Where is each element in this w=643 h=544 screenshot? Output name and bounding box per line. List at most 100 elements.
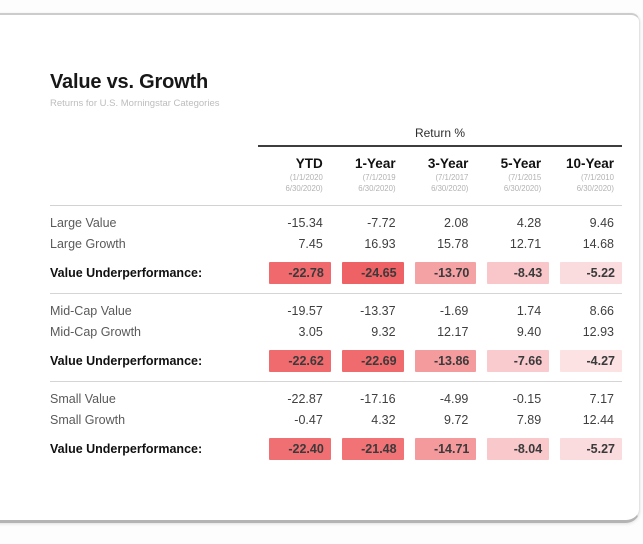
spacer-cell [50, 156, 258, 195]
value-cell: -1.69 [439, 303, 469, 318]
table-row: Mid-Cap Growth 3.05 9.32 12.17 9.40 12.93 [50, 322, 622, 343]
value-cell: -7.66 [476, 349, 550, 372]
table-row: Mid-Cap Value -19.57 -13.37 -1.69 1.74 8.66 [50, 301, 622, 322]
column-period: (1/1/2020 6/30/2020) [258, 173, 323, 195]
column-header-row: YTD (1/1/2020 6/30/2020) 1-Year (7/1/2019 6/3… [50, 147, 622, 195]
table-row: Large Growth 7.45 16.93 15.78 12.71 14.68 [50, 234, 622, 255]
row-label: Large Growth [50, 236, 126, 251]
table-header: Return % YTD (1/1/2020 6/30/2020) 1-Year (7/… [50, 126, 622, 206]
table-row: Large Value -15.34 -7.72 2.08 4.28 9.46 [50, 213, 622, 234]
value-cell: 9.72 [444, 412, 469, 427]
value-cell: -15.34 [287, 215, 323, 230]
value-cell: 12.17 [437, 324, 469, 339]
returns-table: Return % YTD (1/1/2020 6/30/2020) 1-Year (7/… [50, 126, 622, 460]
spacer-cell [50, 126, 258, 147]
value-cell: -22.40 [258, 437, 331, 460]
column-label: 5-Year [500, 156, 542, 171]
value-cell: -8.43 [476, 261, 550, 284]
value-cell: 7.45 [298, 236, 323, 251]
value-cell: -4.99 [439, 391, 469, 406]
column-label: 3-Year [427, 156, 469, 171]
table-body: Large Value -15.34 -7.72 2.08 4.28 9.46 Large … [50, 213, 622, 460]
value-cell: 9.40 [516, 324, 542, 339]
group-separator [50, 292, 622, 294]
column-period: (7/1/2017 6/30/2020) [404, 173, 469, 195]
value-cell: -14.71 [404, 437, 477, 460]
value-cell: -8.04 [476, 437, 550, 460]
value-cell: -22.87 [287, 391, 323, 406]
summary-highlight: -5.27 [560, 437, 622, 460]
value-cell: -21.48 [331, 437, 404, 460]
row-label: Value Underperformance: [50, 441, 203, 456]
value-cell: 4.28 [516, 215, 542, 230]
summary-highlight: -5.22 [560, 261, 622, 284]
value-cell: 1.74 [516, 303, 542, 318]
summary-highlight: -22.40 [269, 437, 331, 460]
summary-highlight: -8.43 [487, 261, 550, 284]
summary-highlight: -8.04 [487, 437, 550, 460]
summary-highlight: -4.27 [560, 349, 622, 372]
value-cell: 9.46 [589, 215, 614, 230]
column-header-10-year: 10-Year (7/1/2010 6/30/2020) [549, 156, 622, 195]
value-cell: 12.44 [582, 412, 614, 427]
value-cell: -7.72 [367, 215, 396, 230]
value-cell: 3.05 [298, 324, 323, 339]
period-line: (7/1/2017 [435, 173, 469, 182]
period-line: 6/30/2020) [285, 183, 323, 193]
value-cell: 8.66 [589, 303, 614, 318]
page-subtitle: Returns for U.S. Morningstar Categories [50, 98, 220, 109]
value-cell: -4.27 [549, 349, 622, 372]
value-cell: -0.15 [512, 391, 542, 406]
row-label: Small Value [50, 391, 116, 406]
period-line: (7/1/2015 [508, 173, 542, 182]
value-cell: -5.22 [549, 261, 622, 284]
value-cell: -22.62 [258, 349, 331, 372]
column-header-ytd: YTD (1/1/2020 6/30/2020) [258, 156, 331, 195]
period-line: (7/1/2019 [362, 173, 396, 182]
value-cell: 12.93 [582, 324, 614, 339]
value-cell: -17.16 [360, 391, 396, 406]
summary-highlight: -14.71 [414, 437, 477, 460]
column-label: 1-Year [355, 156, 396, 171]
summary-highlight: -22.69 [341, 349, 404, 372]
value-cell: 4.32 [371, 412, 396, 427]
value-cell: -13.86 [404, 349, 477, 372]
row-label: Large Value [50, 215, 117, 230]
value-cell: -22.69 [331, 349, 404, 372]
row-label: Mid-Cap Value [50, 303, 132, 318]
row-label: Mid-Cap Growth [50, 324, 141, 339]
summary-highlight: -22.62 [269, 349, 331, 372]
period-line: (7/1/2010 [581, 173, 614, 182]
summary-row: Value Underperformance: -22.40 -21.48 -14.7… [50, 437, 622, 460]
period-line: 6/30/2020) [431, 183, 469, 193]
report-page: Value vs. Growth Returns for U.S. Mornin… [0, 13, 640, 523]
group-separator [50, 380, 622, 382]
column-period: (7/1/2019 6/30/2020) [331, 173, 396, 195]
value-cell: -19.57 [287, 303, 323, 318]
value-cell: 16.93 [364, 236, 396, 251]
column-label: 10-Year [565, 156, 614, 171]
value-cell: -24.65 [331, 261, 404, 284]
unit-header-row: Return % [50, 126, 622, 147]
summary-highlight: -13.86 [414, 349, 477, 372]
summary-row: Value Underperformance: -22.62 -22.69 -13.8… [50, 349, 622, 372]
table-row: Small Growth -0.47 4.32 9.72 7.89 12.44 [50, 410, 622, 431]
column-header-1-year: 1-Year (7/1/2019 6/30/2020) [331, 156, 404, 195]
summary-row: Value Underperformance: -22.78 -24.65 -13.7… [50, 261, 622, 284]
value-cell: -22.78 [258, 261, 331, 284]
value-cell: 14.68 [582, 236, 614, 251]
value-cell: -13.37 [360, 303, 396, 318]
period-line: (1/1/2020 [289, 173, 323, 182]
row-label: Value Underperformance: [50, 353, 203, 368]
row-label: Small Growth [50, 412, 126, 427]
column-header-5-year: 5-Year (7/1/2015 6/30/2020) [476, 156, 549, 195]
column-header-3-year: 3-Year (7/1/2017 6/30/2020) [404, 156, 477, 195]
period-line: 6/30/2020) [358, 183, 396, 193]
summary-highlight: -7.66 [487, 349, 550, 372]
value-cell: 12.71 [509, 236, 542, 251]
summary-highlight: -21.48 [341, 437, 404, 460]
column-period: (7/1/2010 6/30/2020) [549, 173, 614, 195]
value-cell: -0.47 [294, 412, 323, 427]
column-period: (7/1/2015 6/30/2020) [476, 173, 541, 195]
summary-highlight: -22.78 [269, 261, 331, 284]
